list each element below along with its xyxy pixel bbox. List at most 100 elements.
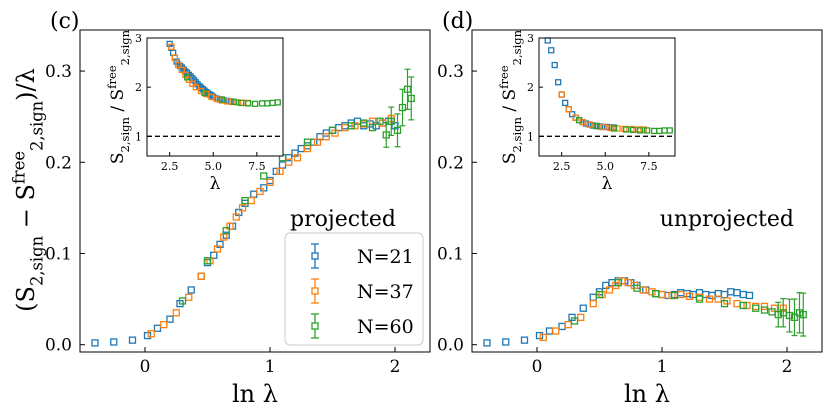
shared-y-axis-label: (S2,sign − Sfree2,sign)/λ xyxy=(9,68,46,312)
data-point xyxy=(110,338,118,346)
inset-point xyxy=(244,100,252,107)
inset-y-label: S2,sign / Sfree2,sign xyxy=(105,29,132,164)
data-point xyxy=(160,320,168,329)
data-point xyxy=(720,300,729,308)
data-point xyxy=(577,313,585,321)
inset-point xyxy=(562,99,569,107)
inset-point xyxy=(614,125,621,132)
x-axis-label: ln λ xyxy=(232,380,278,408)
data-point xyxy=(260,172,268,180)
y-tick-label: 0.3 xyxy=(45,62,72,82)
inset-plot: 2.5 5.0 7.5 1 2 3 λ S2,sign / Sfree2,sign xyxy=(105,29,284,194)
legend-marker xyxy=(311,322,319,330)
legend-box xyxy=(284,232,424,346)
inset-x-tick-label: 2.5 xyxy=(553,160,571,173)
panel-d: 0 1 2 0.0 0.1 0.2 0.3 (d) unprojected ln λ 2.5… xyxy=(437,9,823,408)
data-point xyxy=(785,311,794,320)
data-point xyxy=(774,310,782,319)
inset-point xyxy=(189,80,196,87)
inset-x-tick-label: 2.5 xyxy=(161,160,179,173)
data-point xyxy=(153,324,162,332)
data-point xyxy=(187,286,195,294)
data-point xyxy=(313,138,322,146)
data-point xyxy=(328,126,337,134)
y-tick-label: 0.0 xyxy=(437,336,464,356)
y-tick-label: 0.1 xyxy=(437,244,464,264)
data-point xyxy=(589,300,597,308)
data-point xyxy=(705,295,714,303)
inset-point xyxy=(274,99,281,106)
data-point xyxy=(677,290,685,299)
inset-point xyxy=(607,124,614,132)
data-point xyxy=(232,213,240,221)
inset-point xyxy=(558,91,565,98)
inset-y-tick-label: 3 xyxy=(135,32,142,45)
inset-point xyxy=(183,74,191,81)
data-point xyxy=(250,190,258,198)
x-tick-label: 0 xyxy=(532,357,543,377)
inset-point xyxy=(201,89,208,97)
legend-label: N=21 xyxy=(357,246,414,268)
inset-x-tick-label: 7.5 xyxy=(248,160,266,173)
data-point xyxy=(670,291,679,300)
data-point xyxy=(558,322,566,331)
data-point xyxy=(178,297,187,305)
data-point xyxy=(128,336,137,344)
inset-y-tick-label: 3 xyxy=(527,32,534,45)
legend-entry: N=21 xyxy=(311,243,414,269)
panel-annotation: unprojected xyxy=(660,207,794,232)
data-point xyxy=(303,138,312,146)
data-point xyxy=(658,290,666,299)
legend-label: N=60 xyxy=(357,316,414,338)
data-point xyxy=(689,290,697,299)
data-point xyxy=(276,167,284,176)
data-point xyxy=(203,257,212,265)
x-tick-label: 1 xyxy=(265,357,276,377)
data-point xyxy=(360,119,368,127)
y-tick-label: 0.3 xyxy=(437,62,464,82)
data-point xyxy=(368,123,377,132)
data-point xyxy=(595,290,604,299)
x-axis-label: ln λ xyxy=(624,380,670,408)
inset-point xyxy=(218,96,226,103)
inset-point xyxy=(168,43,175,50)
data-point xyxy=(166,315,174,323)
data-point xyxy=(733,300,741,308)
data-point xyxy=(272,167,280,176)
data-point xyxy=(648,288,656,296)
data-point xyxy=(266,176,274,185)
inset-x-tick-label: 5.0 xyxy=(205,160,223,173)
inset-point xyxy=(589,122,597,129)
data-point xyxy=(685,292,694,301)
data-point xyxy=(213,245,222,253)
inset-point xyxy=(603,123,611,131)
inset-plot: 2.5 5.0 7.5 1 2 3 λ S2,sign / Sfree2,sign xyxy=(497,29,676,194)
data-point xyxy=(403,85,412,93)
data-point xyxy=(714,295,722,303)
inset-point xyxy=(593,122,600,130)
data-point xyxy=(760,306,769,314)
data-point xyxy=(91,339,99,347)
inset-point xyxy=(565,106,572,113)
series-n-60 xyxy=(178,68,415,305)
data-point xyxy=(247,196,255,205)
data-point xyxy=(185,293,193,301)
y-axis-label-text: (S2,sign − Sfree2,sign)/λ xyxy=(9,68,46,312)
inset-point xyxy=(582,120,590,127)
data-point xyxy=(210,251,218,259)
data-point xyxy=(745,291,754,300)
data-point xyxy=(614,279,622,287)
data-point xyxy=(172,309,180,317)
data-point xyxy=(226,222,234,230)
data-point xyxy=(652,289,660,298)
data-point xyxy=(502,338,510,346)
inset-point xyxy=(623,126,630,133)
data-point xyxy=(752,304,760,312)
data-point xyxy=(322,133,330,141)
panel-label: (c) xyxy=(50,9,80,34)
data-point xyxy=(278,161,287,169)
data-point xyxy=(238,204,247,212)
inset-point xyxy=(548,47,555,54)
legend-entry: N=37 xyxy=(311,278,414,304)
